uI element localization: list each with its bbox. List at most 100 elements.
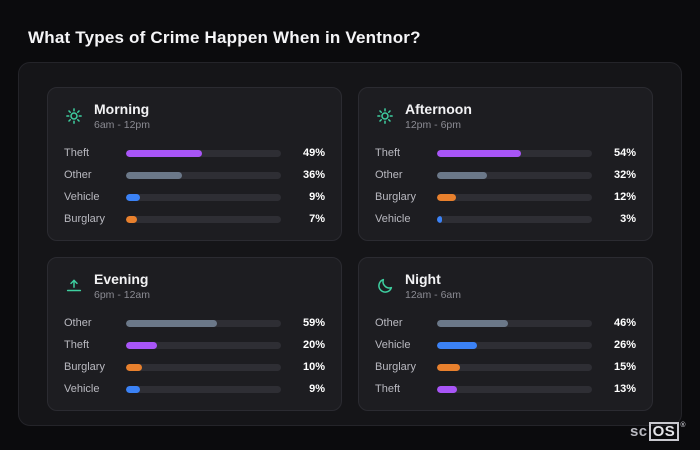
bar-row: Vehicle 9%	[64, 186, 325, 208]
bar-row: Burglary 15%	[375, 356, 636, 378]
bar-track	[437, 193, 592, 201]
card-title: Evening	[94, 271, 149, 287]
bar-value: 49%	[302, 147, 325, 159]
bar-row: Other 36%	[64, 164, 325, 186]
card-header-text: Afternoon 12pm - 6pm	[405, 101, 472, 131]
bar-track	[437, 341, 592, 349]
sun-icon	[375, 106, 395, 126]
bar-rows: Theft 54% Other 32% Burglary 12% Vehicle…	[375, 142, 636, 230]
bar-track	[126, 149, 281, 157]
bar-row: Other 46%	[375, 312, 636, 334]
bar-label: Burglary	[375, 361, 416, 373]
bar-label: Other	[375, 317, 403, 329]
bar-label: Burglary	[64, 213, 105, 225]
bar-label: Vehicle	[375, 339, 411, 351]
card-evening: Evening 6pm - 12am Other 59% Theft 20% B…	[47, 257, 342, 411]
bar-value: 54%	[613, 147, 636, 159]
bar-track	[437, 171, 592, 179]
bar-fill	[126, 341, 157, 349]
page-title: What Types of Crime Happen When in Ventn…	[28, 28, 421, 47]
bar-fill	[437, 171, 487, 179]
bar-fill	[437, 149, 521, 157]
bar-value: 7%	[309, 213, 325, 225]
card-header: Morning 6am - 12pm	[64, 101, 325, 131]
bar-fill	[126, 193, 140, 201]
bar-row: Theft 49%	[64, 142, 325, 164]
bar-label: Other	[64, 169, 92, 181]
sunset-icon	[64, 276, 84, 296]
bar-value: 3%	[620, 213, 636, 225]
bar-label: Theft	[64, 147, 90, 159]
bar-row: Burglary 10%	[64, 356, 325, 378]
bar-fill	[437, 319, 509, 327]
sun-icon	[64, 106, 84, 126]
bar-label: Burglary	[64, 361, 105, 373]
bar-track	[437, 385, 592, 393]
bar-fill	[437, 385, 458, 393]
bar-track	[126, 171, 281, 179]
bar-row: Theft 54%	[375, 142, 636, 164]
card-title: Afternoon	[405, 101, 472, 117]
bar-row: Vehicle 9%	[64, 378, 325, 400]
bar-row: Other 59%	[64, 312, 325, 334]
bar-value: 36%	[302, 169, 325, 181]
card-morning: Morning 6am - 12pm Theft 49% Other 36% V…	[47, 87, 342, 241]
card-afternoon: Afternoon 12pm - 6pm Theft 54% Other 32%…	[358, 87, 653, 241]
bar-label: Vehicle	[64, 383, 100, 395]
bar-label: Theft	[375, 383, 401, 395]
bar-fill	[437, 341, 478, 349]
bar-fill	[126, 319, 218, 327]
bar-value: 10%	[302, 361, 325, 373]
card-subtitle: 6pm - 12am	[94, 289, 151, 301]
bar-label: Theft	[64, 339, 90, 351]
bar-track	[126, 319, 281, 327]
bar-row: Theft 13%	[375, 378, 636, 400]
bar-value: 20%	[302, 339, 325, 351]
bar-value: 12%	[613, 191, 636, 203]
bar-track	[437, 215, 592, 223]
card-header: Evening 6pm - 12am	[64, 271, 325, 301]
bar-label: Vehicle	[375, 213, 411, 225]
card-title: Morning	[94, 101, 150, 117]
registered-mark: ®	[680, 422, 686, 429]
bar-row: Vehicle 3%	[375, 208, 636, 230]
bar-value: 9%	[309, 191, 325, 203]
card-night: Night 12am - 6am Other 46% Vehicle 26% B…	[358, 257, 653, 411]
bar-row: Other 32%	[375, 164, 636, 186]
card-subtitle: 6am - 12pm	[94, 119, 151, 131]
bar-row: Burglary 12%	[375, 186, 636, 208]
bar-rows: Other 59% Theft 20% Burglary 10% Vehicle…	[64, 312, 325, 400]
bar-track	[437, 319, 592, 327]
bar-value: 46%	[613, 317, 636, 329]
bar-value: 26%	[613, 339, 636, 351]
bar-value: 32%	[613, 169, 636, 181]
card-header-text: Evening 6pm - 12am	[94, 271, 150, 301]
bar-fill	[126, 215, 137, 223]
bar-rows: Theft 49% Other 36% Vehicle 9% Burglary …	[64, 142, 325, 230]
card-title: Night	[405, 271, 441, 287]
bar-value: 59%	[302, 317, 325, 329]
bar-fill	[126, 385, 140, 393]
moon-icon	[375, 276, 395, 296]
bar-row: Vehicle 26%	[375, 334, 636, 356]
scos-logo-box: OS	[648, 422, 680, 441]
card-header: Afternoon 12pm - 6pm	[375, 101, 636, 131]
crime-times-panel: Morning 6am - 12pm Theft 49% Other 36% V…	[18, 62, 682, 426]
bar-label: Vehicle	[64, 191, 100, 203]
bar-fill	[437, 215, 442, 223]
bar-fill	[437, 193, 456, 201]
bar-label: Theft	[375, 147, 401, 159]
bar-track	[126, 215, 281, 223]
bar-track	[126, 385, 281, 393]
bar-track	[437, 363, 592, 371]
scos-logo: sc OS ®	[630, 422, 686, 441]
bar-track	[126, 341, 281, 349]
bar-fill	[126, 149, 202, 157]
bar-track	[126, 193, 281, 201]
card-subtitle: 12am - 6am	[405, 289, 462, 301]
bar-value: 9%	[309, 383, 325, 395]
scos-logo-prefix: sc	[629, 423, 648, 440]
card-header: Night 12am - 6am	[375, 271, 636, 301]
bar-row: Burglary 7%	[64, 208, 325, 230]
bar-fill	[126, 363, 142, 371]
